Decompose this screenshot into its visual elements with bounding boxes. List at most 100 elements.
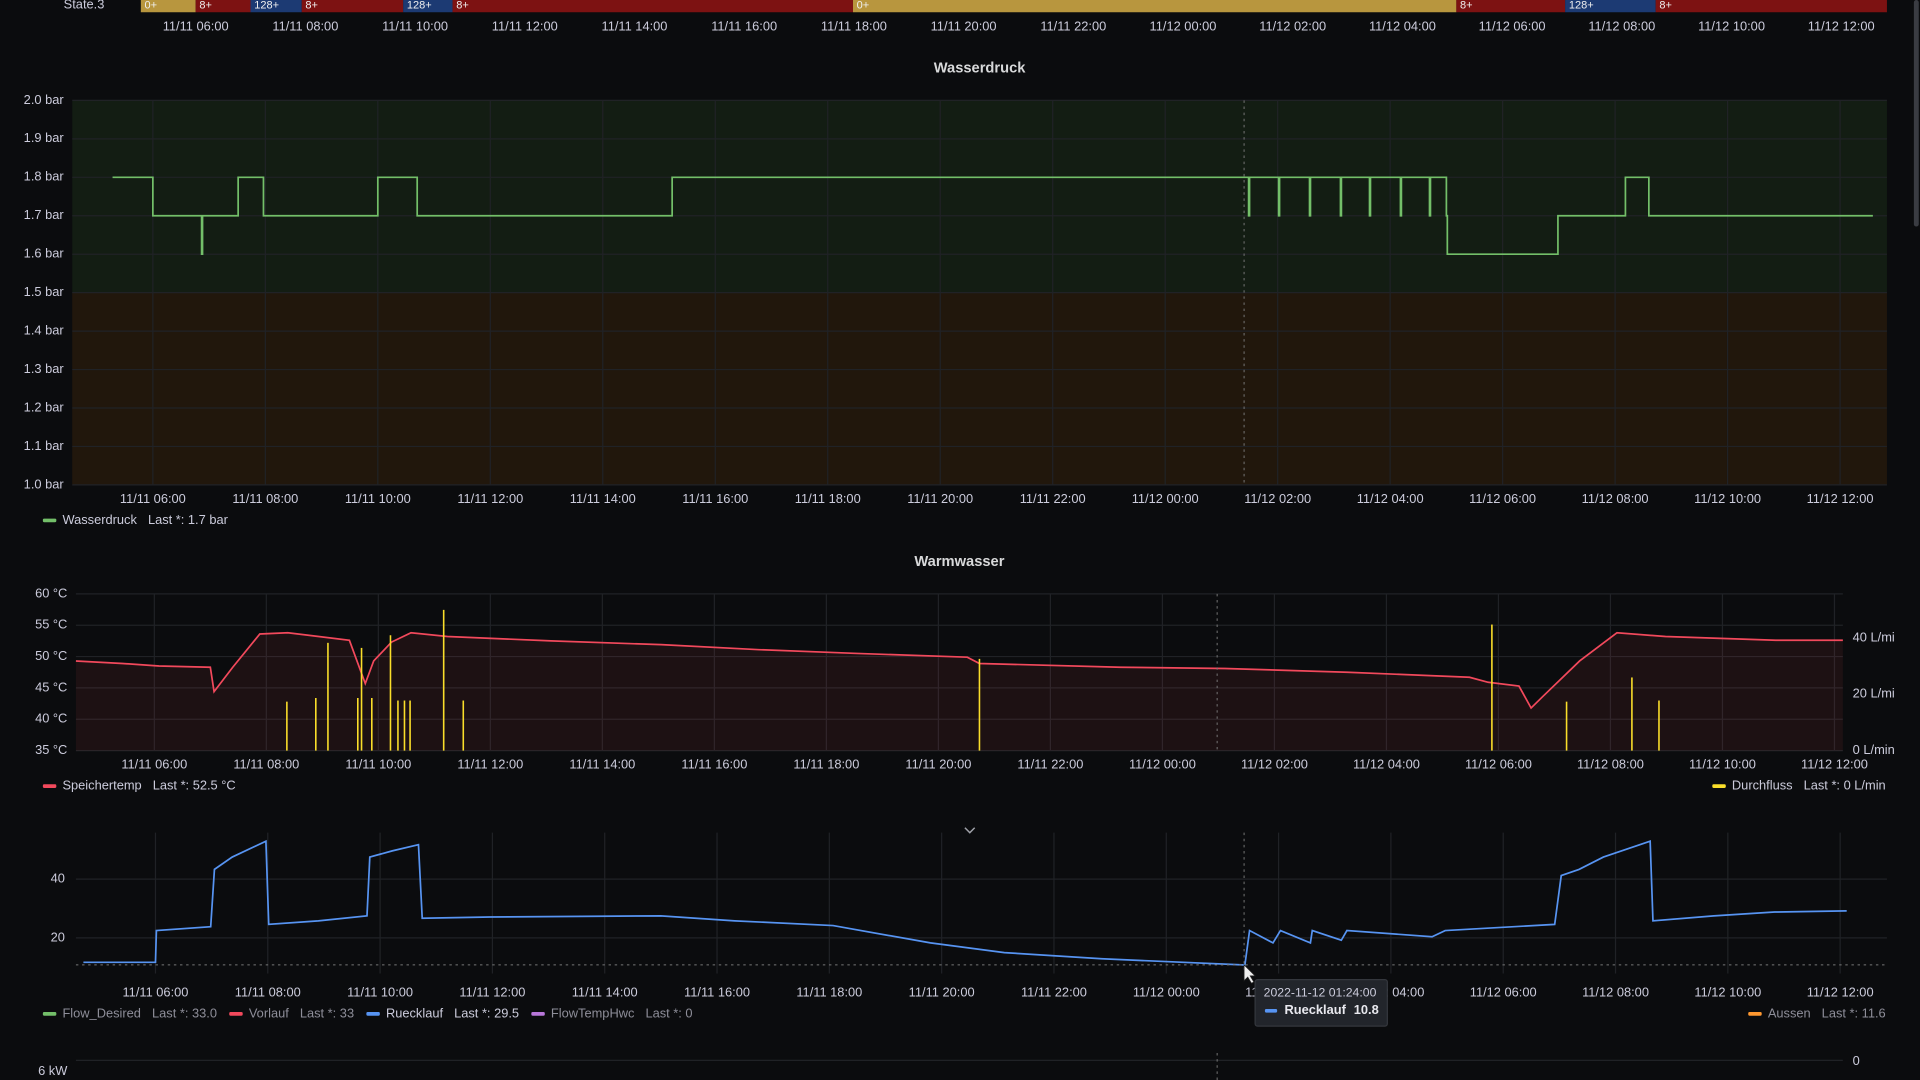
threshold-above <box>72 100 1887 293</box>
legend-name[interactable]: Ruecklauf <box>386 1005 444 1020</box>
y-tick-label: 45 °C <box>35 679 67 694</box>
x-tick-label: 11/11 20:00 <box>931 18 997 33</box>
x-tick-label: 11/11 10:00 <box>345 757 411 772</box>
x-tick-label: 11/12 12:00 <box>1807 984 1874 999</box>
y2-tick-label: 0 <box>1853 1053 1860 1068</box>
x-tick-label: 11/12 08:00 <box>1582 491 1649 506</box>
legend-name[interactable]: FlowTempHwc <box>551 1005 635 1020</box>
state-segment <box>1565 0 1656 13</box>
x-tick-label: 11/11 06:00 <box>122 984 188 999</box>
x-tick-label: 11/12 10:00 <box>1698 18 1765 33</box>
state-segment <box>1655 0 1887 13</box>
panel-title: Warmwasser <box>914 554 1004 570</box>
state-segment <box>140 0 196 13</box>
y-tick-label: 40 °C <box>35 711 67 726</box>
y-tick-label: 1.3 bar <box>24 361 65 376</box>
x-tick-label: 11/11 12:00 <box>459 984 525 999</box>
state-segment <box>1456 0 1566 13</box>
x-tick-label: 11/11 14:00 <box>570 491 636 506</box>
x-tick-label: 11/12 02:00 <box>1259 18 1326 33</box>
legend-name[interactable]: Speichertemp <box>62 778 141 793</box>
x-tick-label: 11/11 16:00 <box>684 984 750 999</box>
state-label: 8+ <box>1460 0 1473 11</box>
x-tick-label: 11/12 00:00 <box>1132 491 1199 506</box>
y-tick-label: 50 °C <box>35 648 67 663</box>
state-label: 128+ <box>254 0 279 11</box>
x-tick-label: 11/12 10:00 <box>1694 491 1761 506</box>
x-tick-label: 11/11 10:00 <box>347 984 413 999</box>
x-tick-label: 11/11 14:00 <box>602 18 668 33</box>
y-tick-label: 60 °C <box>35 585 67 600</box>
area-fill <box>75 632 1843 751</box>
x-tick-label: 11/12 08:00 <box>1582 984 1649 999</box>
x-tick-label: 11/11 08:00 <box>232 491 298 506</box>
x-tick-label: 11/12 00:00 <box>1129 757 1196 772</box>
x-tick-label: 11/11 16:00 <box>711 18 777 33</box>
y2-tick-label: 20 L/mi <box>1853 686 1895 701</box>
x-tick-label: 11/11 08:00 <box>233 757 299 772</box>
x-tick-label: 11/12 10:00 <box>1694 984 1761 999</box>
series-line <box>75 631 1843 710</box>
legend-name[interactable]: Durchfluss <box>1732 778 1793 793</box>
tooltip-value: 10.8 <box>1354 1002 1379 1017</box>
legend-name[interactable]: Aussen <box>1768 1005 1811 1020</box>
y-tick-label: 1.1 bar <box>24 438 65 453</box>
x-tick-label: 11/11 12:00 <box>457 491 523 506</box>
legend-value: Last *: 29.5 <box>454 1005 519 1020</box>
tooltip <box>1254 978 1388 1027</box>
x-tick-label: 11/12 06:00 <box>1469 491 1536 506</box>
state-segment <box>250 0 302 13</box>
y-tick-label: 1.4 bar <box>24 322 65 337</box>
legend-swatch <box>42 518 57 523</box>
y-tick-label: 20 <box>51 929 65 944</box>
y-tick-label: 1.7 bar <box>24 207 65 222</box>
x-tick-label: 11/12 02:00 <box>1241 757 1308 772</box>
y-tick-label: 1.5 bar <box>24 284 65 299</box>
x-tick-label: 11/12 00:00 <box>1150 18 1217 33</box>
legend-swatch <box>229 1012 243 1016</box>
x-tick-label: 11/11 18:00 <box>793 757 859 772</box>
x-tick-label: 11/11 12:00 <box>492 18 558 33</box>
state-segment <box>452 0 853 13</box>
legend-swatch <box>42 1012 57 1016</box>
legend-swatch <box>42 784 57 788</box>
x-tick-label: 11/12 02:00 <box>1244 491 1311 506</box>
y-tick-label: 1.9 bar <box>24 130 65 145</box>
panel-title: Wasserdruck <box>934 60 1027 76</box>
scrollbar[interactable] <box>1913 0 1919 227</box>
legend-value: Last *: 52.5 °C <box>153 778 236 793</box>
x-tick-label: 11/12 12:00 <box>1808 18 1875 33</box>
x-tick-label: 11/11 14:00 <box>569 757 635 772</box>
threshold-below <box>72 292 1887 485</box>
x-tick-label: 11/11 16:00 <box>682 491 748 506</box>
legend-value: Last *: 1.7 bar <box>148 512 229 527</box>
legend-value: Last *: 0 L/min <box>1804 778 1886 793</box>
x-tick-label: 11/11 10:00 <box>345 491 411 506</box>
x-tick-label: 11/11 06:00 <box>120 491 186 506</box>
collapse-chevron[interactable] <box>964 827 976 834</box>
x-tick-label: 11/11 20:00 <box>907 491 973 506</box>
y-tick-label: 1.6 bar <box>24 246 65 261</box>
x-tick-label: 11/12 04:00 <box>1353 757 1420 772</box>
legend-value: Last *: 33.0 <box>152 1005 217 1020</box>
x-tick-label: 11/11 16:00 <box>681 757 747 772</box>
state-label: 8+ <box>305 0 318 11</box>
x-tick-label: 11/11 18:00 <box>821 18 887 33</box>
state-segment <box>403 0 453 13</box>
tooltip-time: 2022-11-12 01:24:00 <box>1264 985 1377 999</box>
y2-tick-label: 0 L/min <box>1853 742 1895 757</box>
legend-name[interactable]: Wasserdruck <box>62 512 137 527</box>
x-tick-label: 11/12 04:00 <box>1357 491 1424 506</box>
y2-tick-label: 40 L/mi <box>1853 629 1895 644</box>
x-tick-label: 11/12 00:00 <box>1133 984 1200 999</box>
state-segment <box>301 0 404 13</box>
legend-name[interactable]: Flow_Desired <box>62 1005 141 1020</box>
y-tick-label: 2.0 bar <box>24 92 65 107</box>
legend-value: Last *: 33 <box>300 1005 354 1020</box>
x-tick-label: 11/11 22:00 <box>1020 491 1086 506</box>
y-tick-label: 40 <box>51 870 65 885</box>
x-tick-label: 11/11 14:00 <box>572 984 638 999</box>
legend-name[interactable]: Vorlauf <box>249 1005 289 1020</box>
state-label: 0+ <box>144 0 157 11</box>
